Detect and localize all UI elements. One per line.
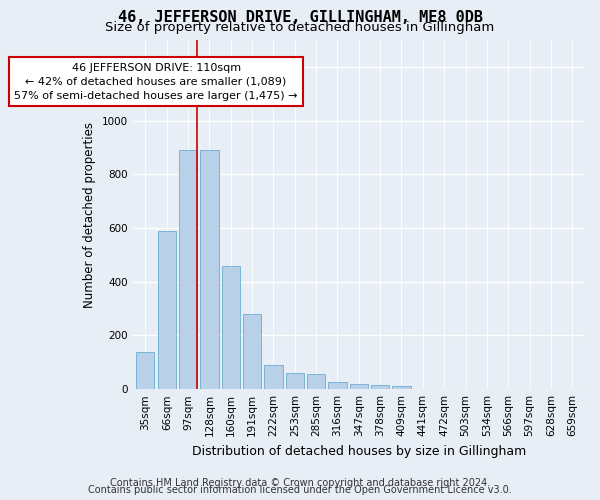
Bar	[286, 373, 304, 389]
Bar	[158, 230, 176, 389]
Bar	[392, 386, 410, 389]
Bar	[179, 150, 197, 389]
Bar	[243, 314, 261, 389]
Y-axis label: Number of detached properties: Number of detached properties	[83, 122, 96, 308]
Bar	[136, 352, 154, 389]
Text: Contains public sector information licensed under the Open Government Licence v3: Contains public sector information licen…	[88, 485, 512, 495]
Bar	[265, 365, 283, 389]
Text: Contains HM Land Registry data © Crown copyright and database right 2024.: Contains HM Land Registry data © Crown c…	[110, 478, 490, 488]
Text: 46, JEFFERSON DRIVE, GILLINGHAM, ME8 0DB: 46, JEFFERSON DRIVE, GILLINGHAM, ME8 0DB	[118, 10, 482, 25]
Bar	[222, 266, 240, 389]
Bar	[307, 374, 325, 389]
Bar	[371, 385, 389, 389]
Bar	[350, 384, 368, 389]
Text: Size of property relative to detached houses in Gillingham: Size of property relative to detached ho…	[106, 21, 494, 34]
X-axis label: Distribution of detached houses by size in Gillingham: Distribution of detached houses by size …	[191, 444, 526, 458]
Bar	[328, 382, 347, 389]
Text: 46 JEFFERSON DRIVE: 110sqm
← 42% of detached houses are smaller (1,089)
57% of s: 46 JEFFERSON DRIVE: 110sqm ← 42% of deta…	[14, 63, 298, 101]
Bar	[200, 150, 218, 389]
